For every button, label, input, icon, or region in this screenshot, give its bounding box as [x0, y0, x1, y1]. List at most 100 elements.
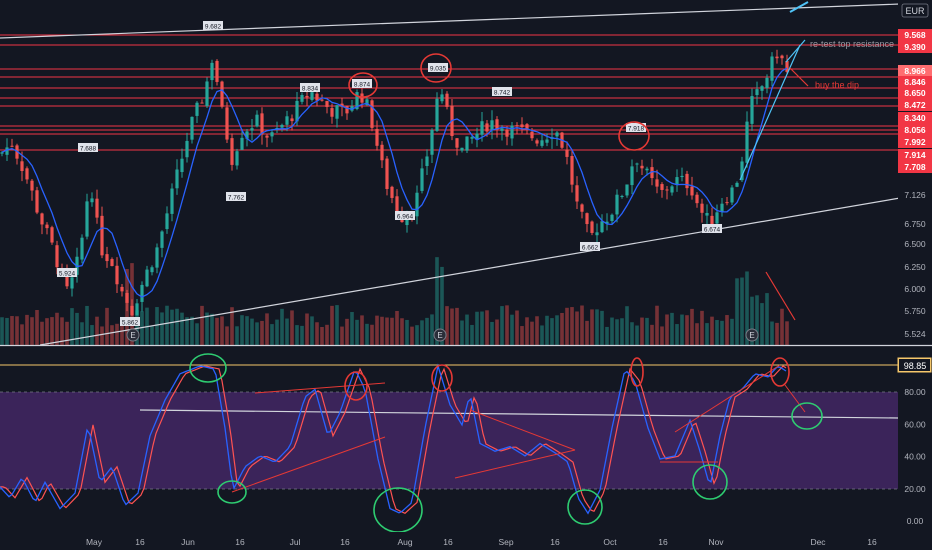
candle-body: [335, 105, 339, 119]
time-tick: 16: [135, 537, 145, 547]
volume-bar: [430, 314, 434, 345]
volume-bar: [755, 295, 759, 345]
time-tick: May: [86, 537, 103, 547]
candle-body: [265, 135, 269, 138]
candle-body: [660, 184, 664, 190]
stochastic-pane[interactable]: [0, 353, 899, 533]
candle-body: [735, 182, 739, 187]
volume-bar: [370, 324, 374, 345]
level-label: 8.846: [904, 77, 926, 87]
highlight-circle: [420, 53, 452, 83]
volume-bar: [660, 326, 664, 345]
volume-bar: [85, 305, 89, 345]
volume-bar: [715, 320, 719, 345]
level-label: 7.992: [904, 137, 926, 147]
volume-bar: [190, 316, 194, 345]
lower-trendline[interactable]: [39, 197, 901, 346]
volume-bar: [720, 320, 724, 345]
candle-body: [425, 156, 429, 166]
candle-body: [200, 102, 204, 104]
price-flag: [203, 21, 223, 30]
stoch-tick: 80.00: [904, 387, 926, 397]
volume-bar: [270, 324, 274, 345]
candle-body: [740, 161, 744, 181]
price-flag: [226, 192, 246, 201]
volume-bar: [760, 303, 764, 345]
candle-body: [555, 132, 559, 137]
volume-bar: [335, 305, 339, 345]
earnings-marker[interactable]: E: [126, 328, 140, 342]
candle-body: [50, 227, 54, 243]
volume-bar: [490, 321, 494, 345]
volume-bar: [280, 308, 284, 345]
stoch-tick: 40.00: [904, 452, 926, 462]
candle-body: [330, 108, 334, 117]
time-axis[interactable]: May 16 Jun 16 Jul 16 Aug 16 Sep 16 Oct 16 Nov Dec 16: [0, 532, 932, 550]
currency-badge[interactable]: [901, 3, 929, 18]
time-tick: 16: [658, 537, 668, 547]
volume-bar: [340, 326, 344, 345]
candle-body: [270, 132, 274, 137]
buy-dip-arrow: [789, 67, 809, 87]
candle-body: [375, 129, 379, 146]
upper-trendline[interactable]: [0, 3, 901, 39]
level-label-bg: [898, 41, 932, 53]
volume-bar: [510, 314, 514, 345]
volume-bar: [505, 305, 509, 345]
candle-body: [165, 213, 169, 230]
oscillator-highlight-circle: [344, 371, 368, 401]
volume-bar: [550, 318, 554, 345]
candle-body: [420, 168, 424, 191]
candle-body: [605, 221, 609, 224]
volume-bar: [265, 313, 269, 345]
stoch-trendline[interactable]: [139, 409, 899, 419]
overbought-oversold-band: [0, 392, 898, 489]
volume-bar: [780, 308, 784, 345]
candle-body: [175, 169, 179, 189]
level-label-bg: [898, 149, 932, 161]
volume-bar: [205, 312, 209, 345]
volume-bar: [655, 305, 659, 345]
candle-body: [600, 221, 604, 233]
candle-body: [655, 179, 659, 187]
breakout-trendline[interactable]: [739, 44, 801, 181]
buy-dip-annotation: buy the dip: [815, 80, 859, 90]
price-pane[interactable]: 7.688 5.924 9.682 7.762 8.834 8.874 9.035 6.964…: [0, 1, 901, 346]
volume-bar: [300, 325, 304, 345]
volume-bar: [725, 315, 729, 345]
time-tick: 16: [550, 537, 560, 547]
price-flag: [300, 83, 320, 92]
price-flag: [395, 211, 415, 220]
price-tick: 5.750: [904, 306, 926, 316]
volume-bar: [360, 315, 364, 345]
level-label: 9.390: [904, 42, 926, 52]
volume-bar: [250, 318, 254, 345]
candle-body: [710, 215, 714, 227]
earnings-marker[interactable]: E: [433, 328, 447, 342]
volume-bar: [210, 313, 214, 345]
time-tick: Nov: [708, 537, 724, 547]
divergence-arrow: [454, 449, 576, 479]
volume-bar: [275, 319, 279, 345]
price-tick: 6.500: [904, 239, 926, 249]
volume-bar: [690, 308, 694, 345]
volume-bar: [775, 322, 779, 345]
volume-bar: [445, 306, 449, 345]
volume-bar: [465, 314, 469, 345]
time-tick: 16: [443, 537, 453, 547]
volume-bar: [485, 310, 489, 345]
candle-body: [415, 192, 419, 217]
volume-bar: [290, 310, 294, 345]
earnings-marker[interactable]: E: [745, 328, 759, 342]
volume-bar: [515, 310, 519, 345]
stoch-annotation-circles: [189, 353, 823, 533]
volume-bar: [365, 323, 369, 345]
candle-body: [380, 144, 384, 161]
stochastic-axis[interactable]: 98.85 80.00 60.00 40.00 20.00 0.00: [897, 347, 932, 530]
candle-body: [750, 96, 754, 124]
level-label: 7.708: [904, 162, 926, 172]
volume-bar: [620, 318, 624, 345]
volume-bar: [5, 317, 9, 345]
